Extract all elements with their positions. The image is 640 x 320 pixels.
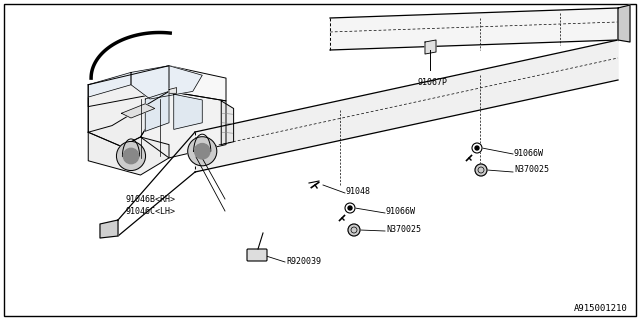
Circle shape xyxy=(475,146,479,150)
Polygon shape xyxy=(145,92,169,131)
Circle shape xyxy=(188,137,217,166)
Polygon shape xyxy=(330,8,618,50)
Polygon shape xyxy=(169,88,177,93)
Polygon shape xyxy=(100,220,118,238)
Polygon shape xyxy=(88,66,169,147)
Circle shape xyxy=(124,148,139,164)
Polygon shape xyxy=(88,66,169,132)
Circle shape xyxy=(195,144,210,159)
Circle shape xyxy=(348,224,360,236)
Polygon shape xyxy=(88,132,169,175)
Circle shape xyxy=(348,206,352,210)
Polygon shape xyxy=(88,66,226,107)
Polygon shape xyxy=(131,66,202,99)
Text: N370025: N370025 xyxy=(514,165,549,174)
Circle shape xyxy=(116,141,145,171)
Polygon shape xyxy=(141,92,226,158)
FancyBboxPatch shape xyxy=(247,249,267,261)
Polygon shape xyxy=(221,101,234,145)
Text: 91067P: 91067P xyxy=(418,78,448,87)
Text: 91046B<RH>: 91046B<RH> xyxy=(125,195,175,204)
Circle shape xyxy=(345,203,355,213)
Polygon shape xyxy=(122,104,155,118)
Circle shape xyxy=(472,143,482,153)
Text: 91046C<LH>: 91046C<LH> xyxy=(125,206,175,215)
Polygon shape xyxy=(88,72,131,97)
Circle shape xyxy=(475,164,487,176)
Text: 91066W: 91066W xyxy=(514,148,544,157)
Polygon shape xyxy=(173,94,202,129)
Text: 91048: 91048 xyxy=(346,188,371,196)
Polygon shape xyxy=(195,40,618,172)
Text: 91066W: 91066W xyxy=(386,207,416,217)
Polygon shape xyxy=(425,40,436,54)
Polygon shape xyxy=(618,5,630,42)
Text: N370025: N370025 xyxy=(386,226,421,235)
Text: A915001210: A915001210 xyxy=(574,304,628,313)
Text: R920039: R920039 xyxy=(286,257,321,266)
